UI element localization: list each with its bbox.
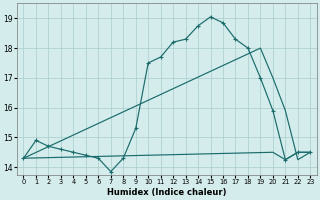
X-axis label: Humidex (Indice chaleur): Humidex (Indice chaleur) [107,188,227,197]
